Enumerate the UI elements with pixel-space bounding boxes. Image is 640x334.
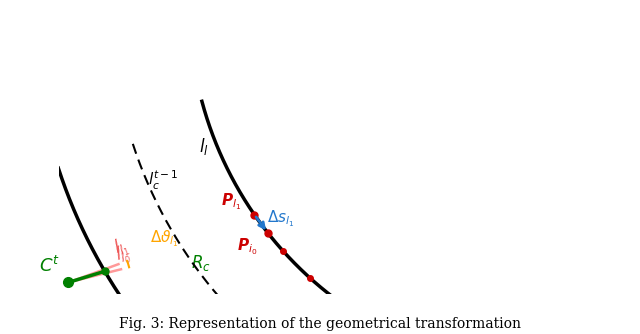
Text: $l_l$: $l_l$ [199, 136, 209, 157]
Text: Fig. 3: Representation of the geometrical transformation: Fig. 3: Representation of the geometrica… [119, 317, 521, 331]
Text: $\Delta s_{l_1}$: $\Delta s_{l_1}$ [268, 208, 294, 229]
Text: $C^t$: $C^t$ [39, 256, 60, 276]
Text: $l_{l_0}$: $l_{l_0}$ [113, 242, 133, 268]
Text: $\Delta\vartheta_{l_1}$: $\Delta\vartheta_{l_1}$ [150, 229, 179, 249]
Text: $\boldsymbol{P}_{i_0}$: $\boldsymbol{P}_{i_0}$ [237, 237, 257, 258]
Text: $R_c$: $R_c$ [191, 253, 211, 273]
Text: $l_{l_1}$: $l_{l_1}$ [111, 235, 132, 262]
Text: $l_c^{t-1}$: $l_c^{t-1}$ [148, 169, 179, 192]
Text: $\boldsymbol{P}_{l_1}$: $\boldsymbol{P}_{l_1}$ [221, 191, 241, 212]
